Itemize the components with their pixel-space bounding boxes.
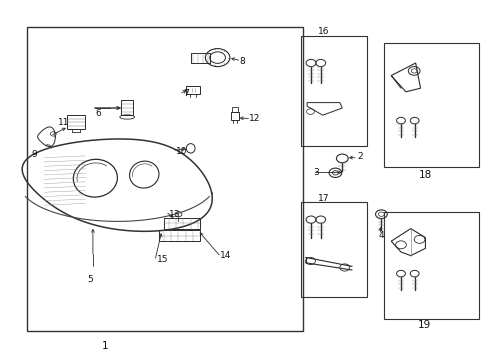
Text: 6: 6 — [95, 109, 101, 118]
Text: 8: 8 — [239, 57, 245, 66]
Bar — [27, 27, 303, 331]
Text: 13: 13 — [168, 210, 180, 219]
Text: 18: 18 — [418, 170, 431, 180]
Text: 9: 9 — [31, 150, 37, 159]
Bar — [383, 43, 478, 167]
Bar — [230, 112, 238, 120]
Text: 19: 19 — [417, 320, 430, 330]
Bar — [231, 107, 237, 112]
Bar — [163, 218, 200, 229]
Bar — [190, 53, 210, 63]
Bar — [383, 212, 478, 319]
Text: 15: 15 — [156, 255, 168, 264]
Text: 11: 11 — [58, 118, 69, 127]
Text: 7: 7 — [183, 89, 189, 98]
Text: 16: 16 — [317, 27, 329, 36]
Bar — [121, 100, 133, 115]
Text: 3: 3 — [312, 168, 318, 177]
Text: 10: 10 — [176, 147, 187, 156]
Text: 2: 2 — [356, 152, 362, 161]
Text: 17: 17 — [317, 194, 329, 203]
Bar — [67, 115, 84, 129]
Text: 14: 14 — [220, 251, 231, 260]
Bar — [159, 230, 200, 241]
Text: 1: 1 — [102, 341, 108, 351]
Text: 12: 12 — [249, 114, 260, 123]
Bar — [300, 36, 366, 146]
Bar — [300, 202, 366, 297]
Text: 5: 5 — [87, 275, 93, 284]
Text: 4: 4 — [378, 231, 384, 240]
Bar — [185, 86, 200, 94]
